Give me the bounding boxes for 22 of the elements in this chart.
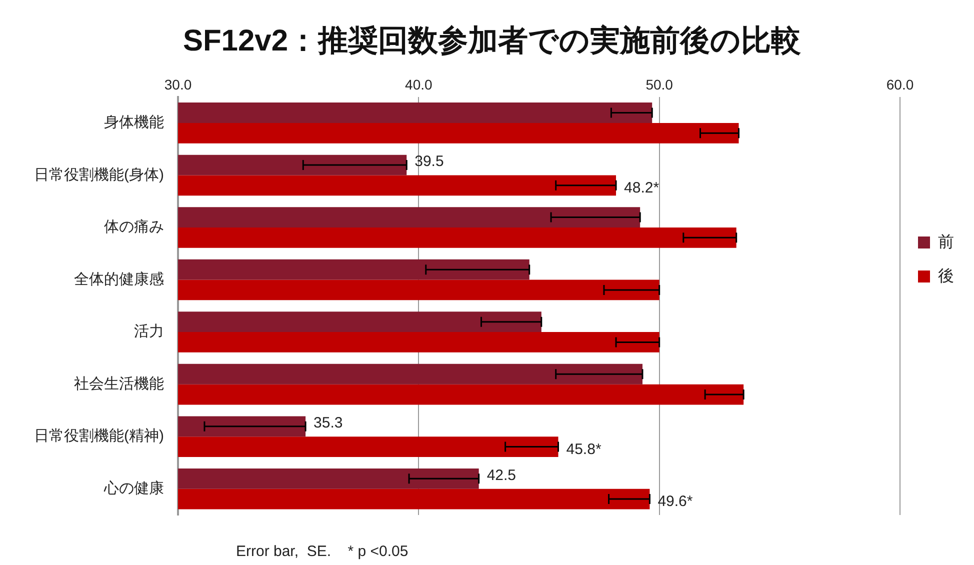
- x-tick-label: 40.0: [405, 76, 432, 92]
- text: Error bar, SE. * p <0.05: [236, 543, 408, 560]
- x-tick-label: 30.0: [164, 76, 192, 92]
- x-tick-label: 50.0: [646, 76, 674, 92]
- chart-title: SF12v2：推奨回数参加者での実施前後の比較: [182, 23, 802, 58]
- legend-label: 後: [938, 266, 954, 285]
- y-tick-label: 心の健康: [102, 480, 164, 498]
- data-label: 49.6*: [658, 493, 693, 510]
- y-tick-label: 体の痛み: [104, 218, 164, 236]
- y-tick-label: 社会生活機能: [74, 375, 164, 392]
- data-label: 48.2*: [624, 180, 660, 197]
- y-tick-label: 日常役割機能(精神): [34, 428, 164, 445]
- data-label: 42.5: [486, 466, 516, 484]
- y-tick-label: 活力: [134, 323, 164, 340]
- legend-label: 前: [938, 232, 954, 251]
- x-tick-label: 60.0: [886, 76, 914, 92]
- y-tick-label: 日常役割機能(身体): [34, 166, 164, 184]
- y-tick-label: 全体的健康感: [74, 270, 164, 288]
- y-tick-label: 身体機能: [104, 114, 164, 132]
- data-label: 45.8*: [566, 440, 602, 458]
- data-label: 39.5: [414, 153, 444, 170]
- data-label: 35.3: [314, 414, 343, 432]
